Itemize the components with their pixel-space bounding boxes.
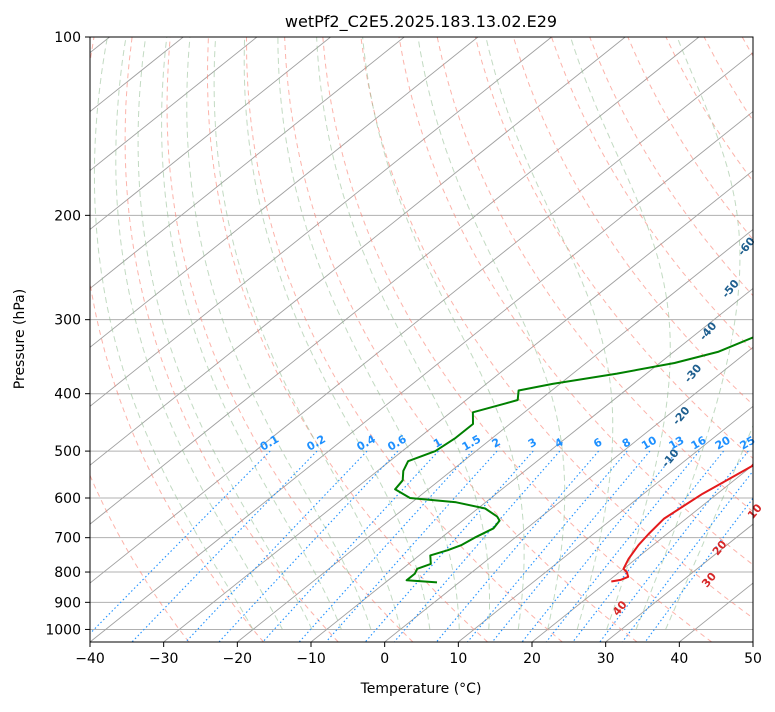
x-tick-label: 0 xyxy=(380,651,389,667)
x-tick-label: −10 xyxy=(296,651,326,667)
x-tick-label: −40 xyxy=(75,651,105,667)
x-tick-label: −30 xyxy=(149,651,179,667)
y-tick-label: 1000 xyxy=(45,622,81,638)
y-tick-label: 400 xyxy=(54,387,81,403)
chart-title: wetPf2_C2E5.2025.183.13.02.E29 xyxy=(285,12,557,32)
x-tick-label: 20 xyxy=(523,651,541,667)
y-tick-label: 500 xyxy=(54,444,81,460)
y-axis-label: Pressure (hPa) xyxy=(12,289,28,389)
y-tick-label: 900 xyxy=(54,595,81,611)
x-tick-label: −20 xyxy=(223,651,253,667)
x-tick-label: 40 xyxy=(670,651,688,667)
y-tick-label: 100 xyxy=(54,30,81,46)
x-tick-label: 30 xyxy=(597,651,615,667)
y-tick-label: 300 xyxy=(54,313,81,329)
y-tick-label: 600 xyxy=(54,491,81,507)
x-tick-label: 10 xyxy=(449,651,467,667)
y-tick-label: 700 xyxy=(54,531,81,547)
x-tick-label: 50 xyxy=(744,651,762,667)
y-tick-label: 200 xyxy=(54,208,81,224)
y-tick-label: 800 xyxy=(54,565,81,581)
x-axis-label: Temperature (°C) xyxy=(360,681,482,697)
